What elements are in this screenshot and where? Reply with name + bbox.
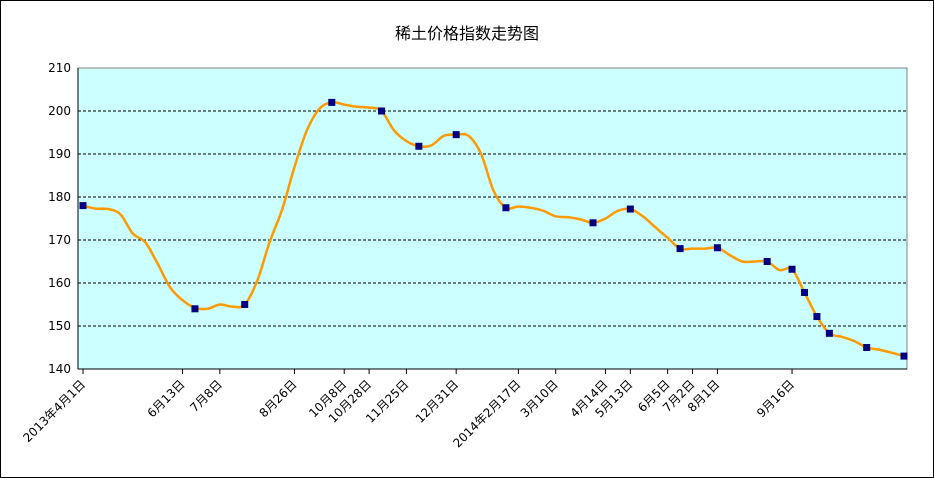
x-tick-label: 2013年4月1日 (20, 377, 88, 445)
y-tick-label: 160 (48, 276, 71, 290)
x-tick-label: 2014年2月17日 (450, 377, 523, 450)
data-point-marker (676, 245, 684, 253)
x-tick-label: 12月31日 (413, 377, 461, 425)
x-tick-label: 3月10日 (518, 377, 561, 420)
chart-title: 稀土价格指数走势图 (394, 24, 539, 43)
y-tick-label: 140 (48, 362, 71, 376)
data-point-marker (763, 258, 771, 265)
data-point-marker (502, 204, 510, 212)
plot-area (77, 67, 908, 370)
data-point-marker (378, 107, 386, 115)
data-point-marker (191, 305, 199, 313)
x-tick-label: 8月26日 (257, 377, 300, 420)
data-point-marker (452, 131, 460, 139)
data-point-marker (79, 202, 87, 210)
y-tick-label: 190 (48, 147, 71, 161)
data-point-marker (713, 244, 721, 252)
x-tick-label: 6月13日 (145, 377, 188, 420)
series-markers (79, 98, 908, 360)
data-point-marker (589, 219, 597, 227)
gridlines (78, 110, 907, 327)
x-tick-label: 7月8日 (187, 377, 225, 415)
x-tick-label: 9月16日 (754, 377, 797, 420)
data-point-marker (328, 98, 336, 106)
y-tick-label: 180 (48, 190, 71, 204)
axes (77, 68, 907, 370)
y-tick-label: 200 (48, 104, 71, 118)
data-point-marker (241, 301, 249, 308)
y-tick-label: 150 (48, 319, 71, 333)
data-point-marker (900, 352, 908, 360)
data-point-marker (415, 142, 423, 150)
y-tick-label: 170 (48, 233, 71, 247)
data-point-marker (863, 344, 871, 351)
data-point-marker (813, 313, 821, 321)
y-tick-label: 210 (48, 61, 71, 75)
data-point-marker (626, 205, 634, 213)
y-tick-labels: 140 150 160 170 180 190 200 210 (48, 61, 71, 376)
data-point-marker (800, 288, 808, 296)
data-point-marker (788, 265, 796, 273)
data-point-marker (825, 329, 833, 337)
x-tick-labels: 2013年4月1日 6月13日 7月8日 8月26日 10月8日10月28日11月25日… (20, 369, 797, 450)
